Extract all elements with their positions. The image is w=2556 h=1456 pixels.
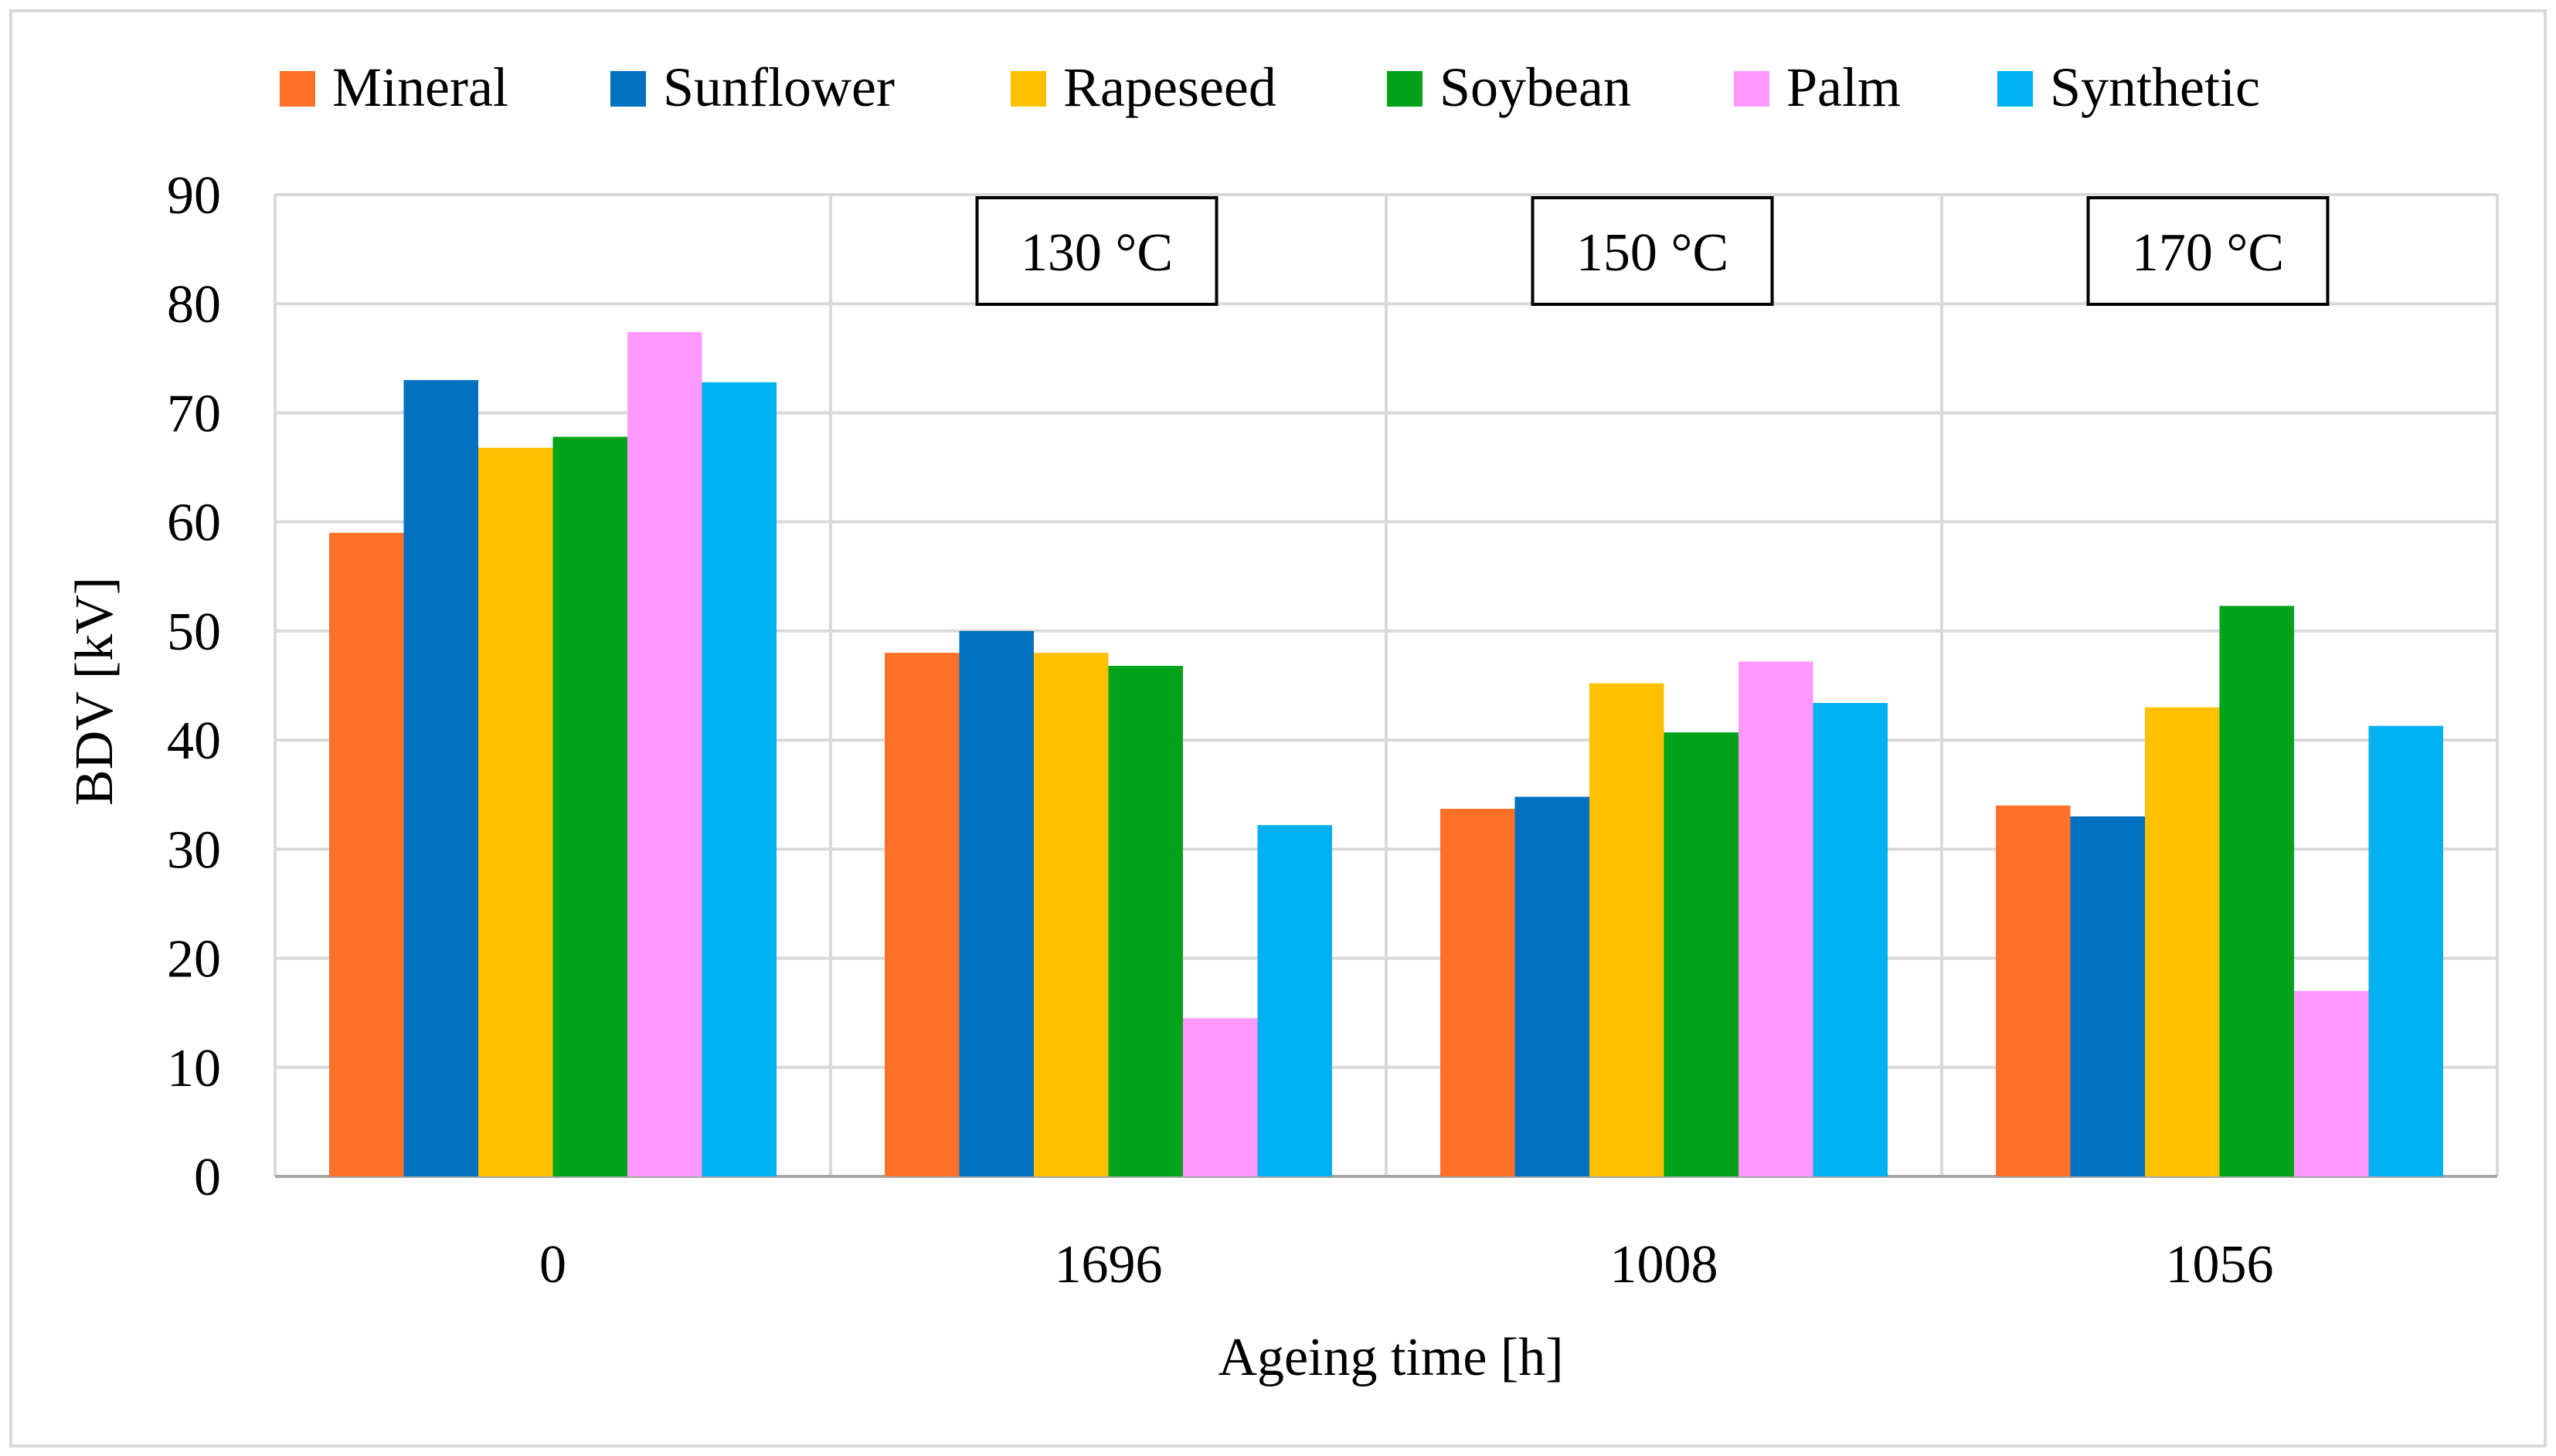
bar-palm-1696 xyxy=(1183,1018,1258,1176)
bar-palm-0 xyxy=(627,331,702,1177)
legend-swatch-mineral xyxy=(280,71,315,107)
legend-swatch-palm xyxy=(1734,71,1769,107)
bar-soybean-1696 xyxy=(1108,666,1183,1176)
legend-label-mineral: Mineral xyxy=(332,56,508,118)
bars xyxy=(329,331,2443,1177)
temperature-box xyxy=(975,196,1219,306)
y-tick-label: 90 xyxy=(167,166,221,226)
y-tick-label: 20 xyxy=(167,930,221,989)
legend-swatch-synthetic xyxy=(1997,71,2033,107)
bar-rapeseed-1056 xyxy=(2145,707,2220,1176)
bar-mineral-1056 xyxy=(1996,805,2071,1176)
bar-synthetic-1696 xyxy=(1257,825,1332,1176)
y-tick-label: 50 xyxy=(167,602,221,662)
bar-soybean-0 xyxy=(552,436,627,1176)
bar-sunflower-1696 xyxy=(959,630,1034,1176)
bar-mineral-1696 xyxy=(885,653,960,1176)
temperature-label: 130 °C xyxy=(1021,223,1173,283)
y-tick-label: 30 xyxy=(167,820,221,880)
bar-rapeseed-1696 xyxy=(1034,653,1109,1176)
x-tick-label: 1056 xyxy=(2166,1235,2274,1295)
x-axis-label: Ageing time [h] xyxy=(1218,1328,1563,1387)
bar-sunflower-1008 xyxy=(1514,796,1589,1176)
bar-sunflower-0 xyxy=(403,380,478,1177)
legend-label-sunflower: Sunflower xyxy=(663,56,895,118)
y-tick-label: 10 xyxy=(167,1039,221,1098)
x-tick-label: 1008 xyxy=(1610,1235,1718,1295)
temperature-box xyxy=(1531,196,1774,306)
bar-rapeseed-0 xyxy=(478,447,553,1176)
legend-swatch-soybean xyxy=(1387,71,1422,107)
x-tick-label: 1696 xyxy=(1055,1235,1163,1295)
bar-synthetic-0 xyxy=(702,382,777,1176)
y-tick-label: 80 xyxy=(167,275,221,334)
temperature-box xyxy=(2086,196,2330,306)
temperature-label: 170 °C xyxy=(2132,223,2284,283)
legend-label-palm: Palm xyxy=(1786,56,1901,118)
bar-mineral-0 xyxy=(329,532,404,1176)
bar-palm-1056 xyxy=(2294,990,2369,1176)
bar-soybean-1056 xyxy=(2219,606,2294,1176)
bar-synthetic-1008 xyxy=(1813,703,1888,1176)
y-axis-label: BDV [kV] xyxy=(65,577,124,806)
legend-label-soybean: Soybean xyxy=(1439,56,1631,118)
legend-label-rapeseed: Rapeseed xyxy=(1063,56,1276,118)
bar-sunflower-1056 xyxy=(2070,816,2145,1176)
bar-rapeseed-1008 xyxy=(1589,683,1664,1176)
bar-soybean-1008 xyxy=(1664,732,1739,1176)
legend: Mineral Sunflower Rapeseed Soybean Palm Synth… xyxy=(280,56,2260,118)
y-axis: 0 10 20 30 40 50 60 70 80 90 xyxy=(167,166,221,1207)
bar-palm-1008 xyxy=(1739,661,1813,1176)
y-tick-label: 70 xyxy=(167,384,221,443)
group-annotations: 130 °C 150 °C 170 °C xyxy=(975,196,2330,306)
y-tick-label: 40 xyxy=(167,711,221,771)
legend-swatch-sunflower xyxy=(610,71,646,107)
x-axis: 0 1696 1008 1056 xyxy=(539,1235,2274,1295)
bar-mineral-1008 xyxy=(1440,809,1515,1176)
y-tick-label: 60 xyxy=(167,494,221,553)
x-tick-label: 0 xyxy=(539,1235,566,1295)
legend-swatch-rapeseed xyxy=(1011,71,1046,107)
y-tick-label: 0 xyxy=(194,1148,221,1207)
legend-label-synthetic: Synthetic xyxy=(2050,56,2260,118)
bar-synthetic-1056 xyxy=(2368,725,2443,1176)
temperature-label: 150 °C xyxy=(1576,223,1728,283)
